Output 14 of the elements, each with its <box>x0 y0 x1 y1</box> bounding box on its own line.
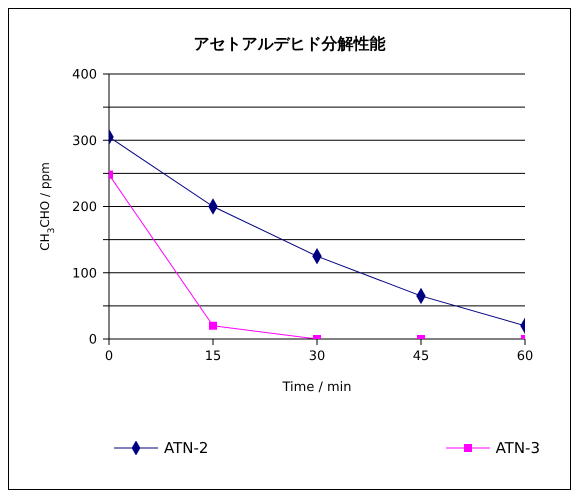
x-tick-label: 30 <box>308 349 326 364</box>
legend-label: ATN-3 <box>496 439 540 457</box>
x-tick-label: 45 <box>412 349 430 364</box>
legend-label: ATN-2 <box>164 439 208 457</box>
y-tick-label: 300 <box>72 134 97 149</box>
x-tick-label: 60 <box>516 349 534 364</box>
x-tick-label: 15 <box>204 349 222 364</box>
y-tick-label: 100 <box>72 266 97 282</box>
y-tick-label: 400 <box>72 68 97 83</box>
y-tick-label: 0 <box>88 332 97 348</box>
y-tick-label: 200 <box>72 200 97 216</box>
x-axis-title: Time / min <box>282 380 352 395</box>
chart-title: アセトアルデヒド分解性能 <box>192 33 386 55</box>
x-tick-label: 0 <box>104 349 114 364</box>
